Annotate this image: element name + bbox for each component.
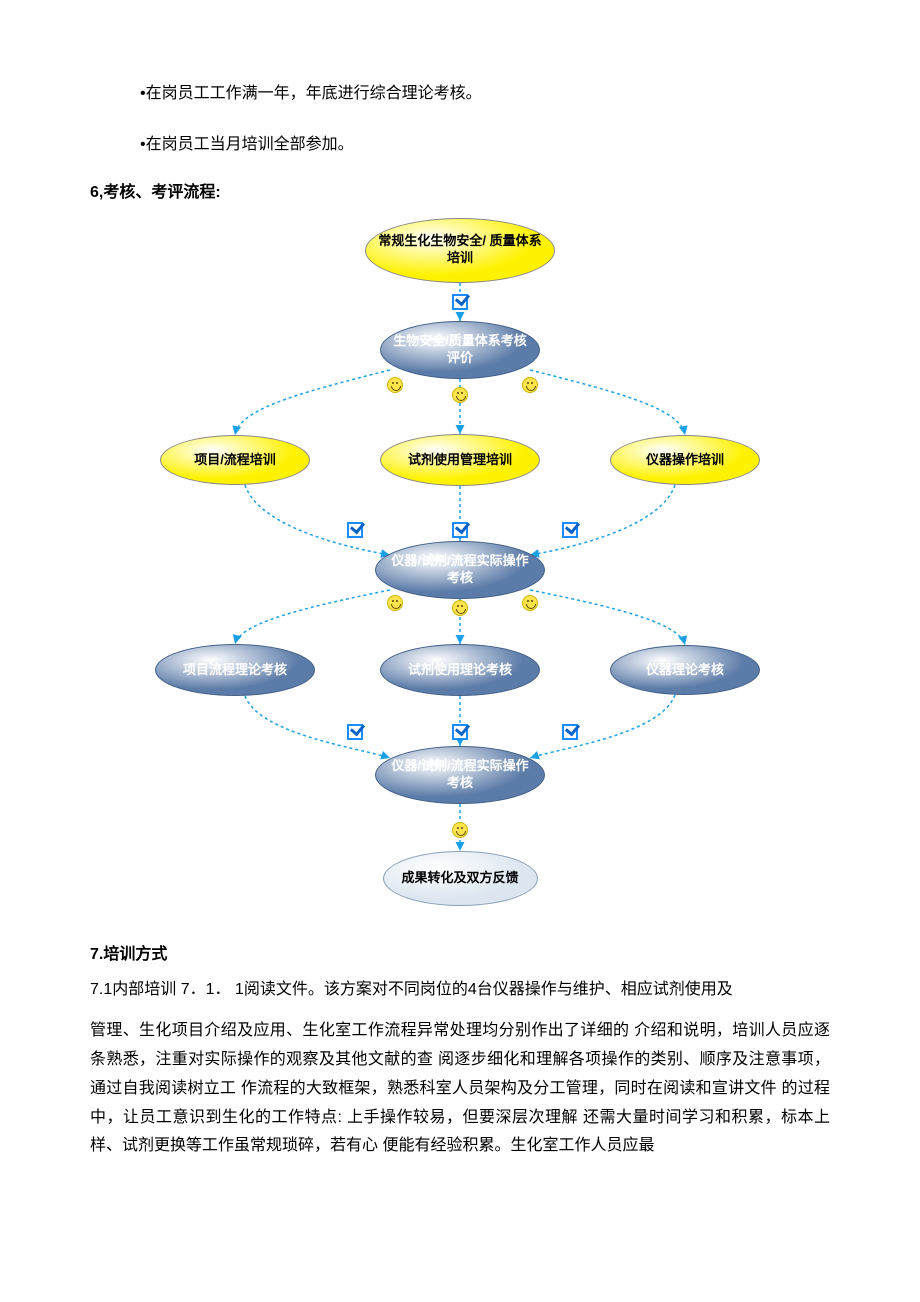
check-icon (562, 724, 578, 740)
flow-edge (530, 695, 675, 758)
check-icon (452, 294, 468, 310)
check-icon (562, 522, 578, 538)
flow-node-n7: 成果转化及双方反馈 (383, 851, 538, 906)
flow-node-n2: 生物安全/质量体系考核评价 (380, 321, 540, 379)
flow-edge (235, 370, 390, 435)
heading-6: 6,考核、考评流程: (90, 178, 830, 202)
flow-edge (245, 696, 390, 758)
bullet-line-1: •在岗员工工作满一年，年底进行综合理论考核。 (90, 76, 830, 111)
heading-7: 7.培训方式 (90, 940, 830, 964)
para-7-1: 7.1内部培训 7．1． 1阅读文件。该方案对不同岗位的4台仪器操作与维护、相应… (90, 976, 830, 1005)
document-page: •在岗员工工作满一年，年底进行综合理论考核。 •在岗员工当月培训全部参加。 6,… (0, 0, 920, 1213)
flow-node-n1: 常规生化生物安全/ 质量体系培训 (365, 218, 555, 283)
smiley-icon (387, 377, 403, 393)
check-icon (452, 724, 468, 740)
flow-node-n3b: 试剂使用管理培训 (380, 434, 540, 486)
smiley-icon (522, 377, 538, 393)
flow-node-n5b: 试剂使用理论考核 (380, 644, 540, 696)
check-icon (347, 724, 363, 740)
flow-edge (245, 485, 390, 555)
smiley-icon (452, 600, 468, 616)
flow-node-n6: 仪器/试剂/流程实际操作考核 (375, 746, 545, 804)
flow-edge (530, 590, 685, 645)
check-icon (347, 522, 363, 538)
flow-node-n4: 仪器/试剂/流程实际操作考核 (375, 541, 545, 599)
flow-edge (530, 485, 675, 555)
smiley-icon (452, 387, 468, 403)
smiley-icon (387, 595, 403, 611)
assessment-flowchart: 常规生化生物安全/ 质量体系培训生物安全/质量体系考核评价项目/流程培训试剂使用… (90, 210, 830, 930)
flow-edge (235, 590, 390, 644)
check-icon (452, 522, 468, 538)
para-7-2: 管理、生化项目介绍及应用、生化室工作流程异常处理均分别作出了详细的 介绍和说明，… (90, 1017, 830, 1161)
smiley-icon (522, 595, 538, 611)
flow-node-n5a: 项目流程理论考核 (155, 644, 315, 696)
smiley-icon (452, 822, 468, 838)
flow-edge (530, 370, 685, 435)
bullet-line-2: •在岗员工当月培训全部参加。 (90, 127, 830, 162)
